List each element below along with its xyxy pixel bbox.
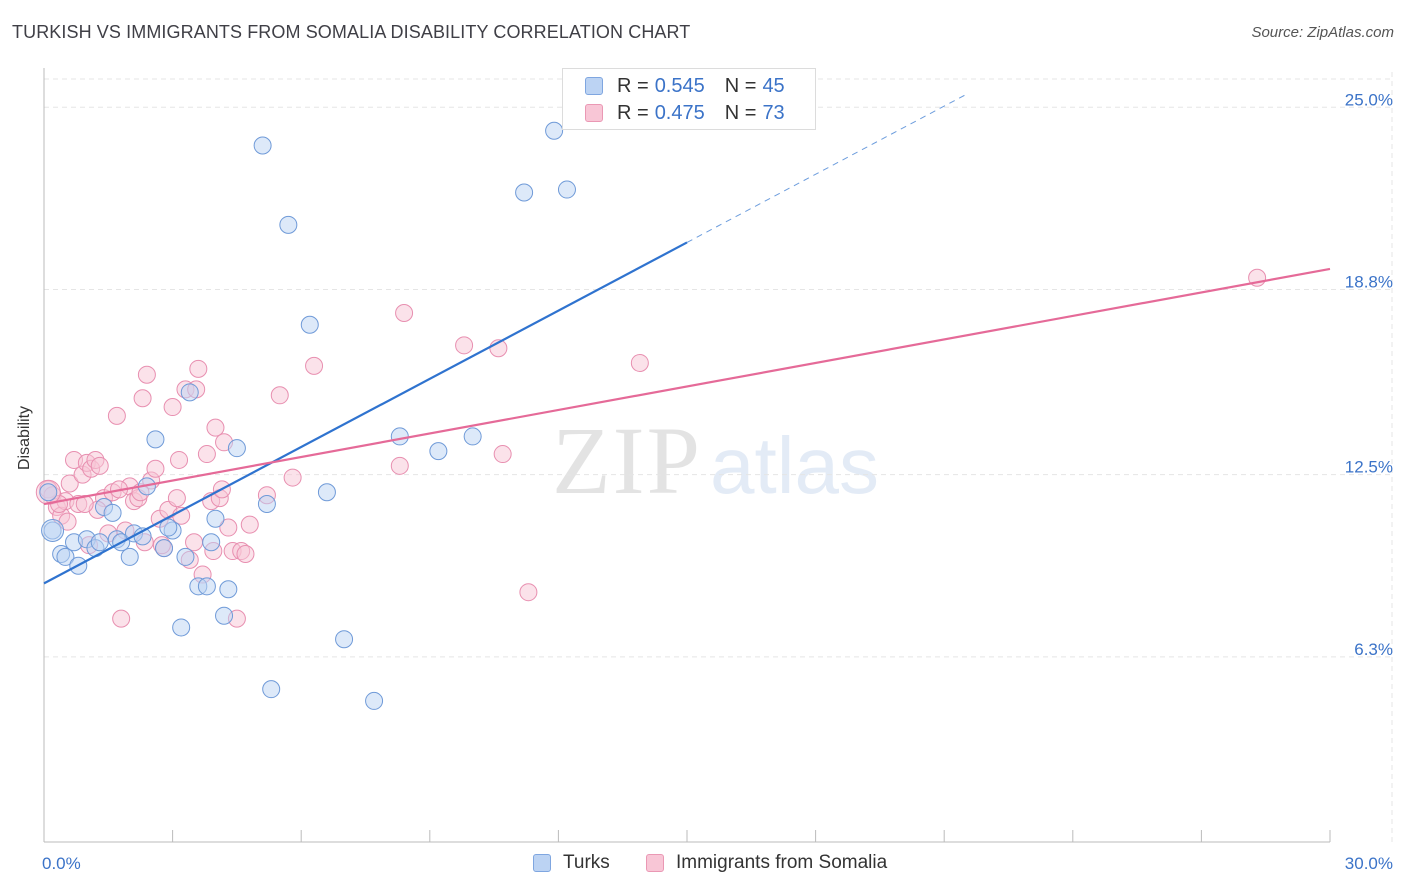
stats-row-somalia: R = 0.475 N = 73 — [585, 100, 791, 126]
somalia-swatch — [585, 104, 603, 122]
watermark-zip: ZIP — [552, 407, 702, 514]
somalia-point — [170, 450, 189, 469]
turks-point — [41, 518, 65, 542]
somalia-point — [112, 609, 131, 628]
turks-point — [545, 121, 564, 140]
turks-trend-line — [43, 241, 688, 585]
y-tick-label: 25.0% — [1345, 90, 1393, 109]
axes — [43, 68, 1331, 843]
turks-r-label: R = — [617, 74, 649, 97]
somalia-n-label: N = — [724, 101, 757, 124]
turks-point — [365, 691, 384, 710]
turks-trend-extension — [686, 94, 966, 243]
turks-point — [180, 383, 199, 402]
somalia-point — [219, 518, 238, 537]
turks-point — [206, 509, 225, 528]
somalia-point — [630, 353, 649, 372]
somalia-point — [146, 459, 165, 478]
turks-point — [300, 315, 319, 334]
turks-point — [515, 183, 534, 202]
turks-point — [253, 136, 272, 155]
somalia-point — [167, 489, 186, 508]
somalia-point — [283, 468, 302, 487]
stats-row-turks: R = 0.545 N = 45 — [585, 73, 791, 99]
legend-turks-label: Turks — [563, 852, 610, 873]
turks-point — [219, 580, 238, 599]
turks-point — [197, 577, 216, 596]
somalia-point — [163, 398, 182, 417]
turks-point — [155, 539, 174, 558]
somalia-point — [305, 356, 324, 375]
somalia-point — [395, 303, 414, 322]
legend-somalia-label: Immigrants from Somalia — [676, 852, 888, 873]
legend-somalia-swatch — [646, 854, 664, 872]
stats-box: R = 0.545 N = 45 R = 0.475 N = 73 — [562, 68, 816, 130]
turks-point — [39, 483, 58, 502]
somalia-point — [519, 583, 538, 602]
somalia-r-label: R = — [617, 101, 649, 124]
turks-point — [463, 427, 482, 446]
turks-r-value: 0.545 — [654, 74, 705, 97]
somalia-point — [189, 359, 208, 378]
chart-title: TURKISH VS IMMIGRANTS FROM SOMALIA DISAB… — [12, 22, 691, 42]
somalia-point — [137, 365, 156, 384]
y-tick-label: 6.3% — [1354, 640, 1393, 659]
somalia-points — [35, 268, 1267, 628]
turks-point — [120, 547, 139, 566]
turks-n-value: 45 — [762, 74, 785, 97]
turks-point — [557, 180, 576, 199]
somalia-point — [236, 544, 255, 563]
somalia-r-value: 0.475 — [654, 101, 705, 124]
turks-point — [335, 630, 354, 649]
turks-point — [227, 439, 246, 458]
tick-labels: 6.3% 12.5% 18.8% 25.0% 0.0% 30.0% — [42, 90, 1393, 873]
turks-point — [103, 503, 122, 522]
turks-point — [159, 518, 178, 537]
somalia-trend-line — [43, 267, 1331, 506]
turks-point — [317, 483, 336, 502]
somalia-point — [133, 389, 152, 408]
x-tick-label: 0.0% — [42, 854, 81, 873]
somalia-point — [270, 386, 289, 405]
source-label: Source: ZipAtlas.com — [1251, 24, 1394, 41]
turks-point — [90, 533, 109, 552]
turks-point — [262, 680, 281, 699]
watermark-atlas: atlas — [710, 421, 879, 510]
somalia-point — [206, 418, 225, 437]
turks-points — [39, 121, 576, 710]
turks-point — [279, 215, 298, 234]
somalia-point — [240, 515, 259, 534]
y-tick-label: 18.8% — [1345, 272, 1393, 291]
y-axis-label: Disability — [16, 405, 33, 470]
somalia-point — [60, 474, 79, 493]
somalia-point — [185, 533, 204, 552]
zipatlas-watermark: ZIP atlas — [552, 405, 879, 516]
legend-turks-swatch — [533, 854, 551, 872]
turks-point — [56, 547, 75, 566]
legend-item-somalia[interactable]: Immigrants from Somalia — [646, 852, 887, 874]
turks-n-label: N = — [724, 74, 757, 97]
turks-point — [215, 606, 234, 625]
x-tick-label: 30.0% — [1345, 854, 1393, 873]
turks-point — [257, 495, 276, 514]
somalia-point — [197, 445, 216, 464]
grid-lines — [44, 72, 1393, 842]
turks-point — [202, 533, 221, 552]
trend-lines — [43, 94, 1331, 585]
somalia-point — [107, 406, 126, 425]
turks-point — [172, 618, 191, 637]
turks-point — [429, 442, 448, 461]
turks-swatch — [585, 77, 603, 95]
somalia-point — [390, 456, 409, 475]
somalia-n-value: 73 — [762, 101, 785, 124]
somalia-point — [493, 445, 512, 464]
y-tick-label: 12.5% — [1345, 458, 1393, 477]
turks-point — [146, 430, 165, 449]
turks-point — [176, 547, 195, 566]
turks-point — [390, 427, 409, 446]
somalia-point — [90, 456, 109, 475]
legend-item-turks[interactable]: Turks — [533, 852, 610, 874]
somalia-point — [455, 336, 474, 355]
